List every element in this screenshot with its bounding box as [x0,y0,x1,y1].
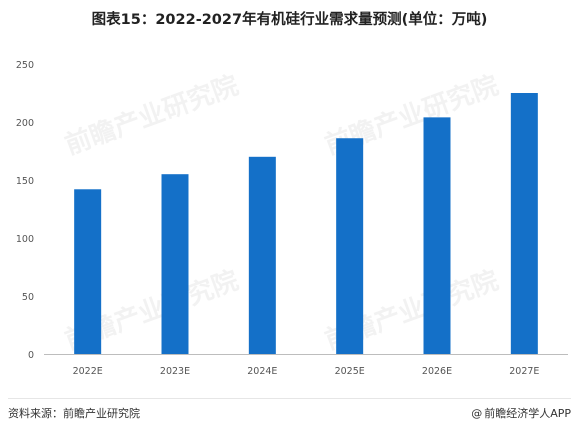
x-tick-label: 2024E [247,366,277,377]
y-tick-label: 50 [22,292,34,303]
chart-title: 图表15：2022-2027年有机硅行业需求量预测(单位：万吨) [91,12,488,28]
y-tick-label: 100 [16,234,34,245]
bar [510,93,538,354]
x-tick-label: 2026E [422,366,452,377]
x-axis: 2022E 2023E 2024E 2025E 2026E 2027E [73,366,540,377]
credit-label: 前瞻经济学人APP [484,407,571,420]
bar [74,189,102,354]
bar-chart: 0 50 100 150 200 250 2022E 2023E 2024E 2025E 2026… [16,60,568,377]
y-tick-label: 200 [16,118,34,129]
credit: @ 前瞻经济学人APP [471,405,571,421]
bar-series [74,93,538,354]
x-tick-label: 2027E [509,366,539,377]
bar [423,117,451,354]
bar [161,174,189,354]
source-note: 资料来源：前瞻产业研究院 [8,407,140,420]
y-axis: 0 50 100 150 200 250 [16,60,34,361]
y-tick-label: 150 [16,176,34,187]
at-sign: @ [471,407,483,420]
x-tick-label: 2022E [73,366,103,377]
bar [248,156,276,354]
footer: 资料来源：前瞻产业研究院 @ 前瞻经济学人APP [8,402,571,422]
x-tick-label: 2025E [335,366,365,377]
y-tick-label: 250 [16,60,34,71]
x-tick-label: 2023E [160,366,190,377]
bar [336,138,364,354]
footer-divider [8,398,571,399]
y-tick-label: 0 [28,350,34,361]
